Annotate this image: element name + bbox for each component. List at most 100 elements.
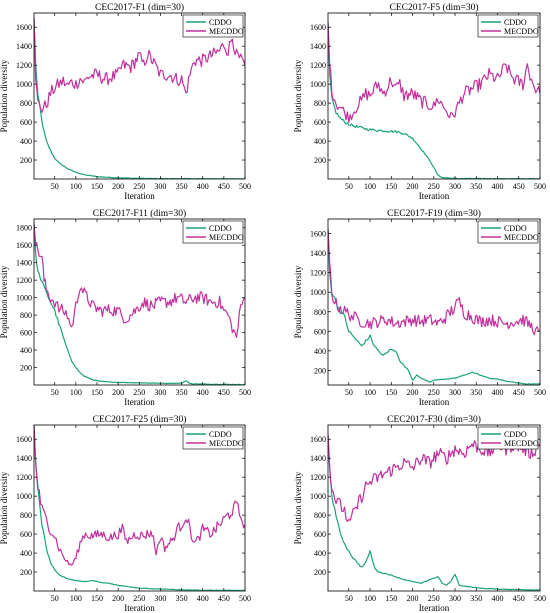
legend-label: MECDDO: [504, 27, 539, 36]
x-tick-label: 300: [449, 182, 461, 191]
y-tick-label: 400: [20, 137, 32, 146]
legend-label: CDDO: [209, 224, 232, 233]
series-group: [328, 228, 540, 385]
x-tick-label: 350: [470, 594, 482, 603]
x-tick-label: 100: [70, 388, 82, 397]
x-tick-label: 450: [513, 182, 525, 191]
y-tick-label: 800: [20, 311, 32, 320]
x-tick-label: 400: [197, 182, 209, 191]
x-axis-label: Iteration: [419, 191, 450, 201]
x-tick-label: 350: [176, 388, 188, 397]
y-tick-label: 1000: [16, 80, 32, 89]
x-axis-label: Iteration: [124, 397, 155, 407]
y-tick-label: 400: [314, 137, 326, 146]
series-group: [34, 425, 245, 591]
x-axis-label: Iteration: [419, 603, 450, 613]
y-tick-label: 400: [20, 346, 32, 355]
x-tick-label: 200: [407, 594, 419, 603]
y-tick-label: 1600: [16, 435, 32, 444]
y-tick-label: 600: [314, 327, 326, 336]
y-axis-label: Population diversity: [0, 265, 9, 338]
x-axis-label: Iteration: [124, 603, 155, 613]
x-tick-label: 250: [428, 594, 440, 603]
y-tick-label: 1200: [310, 269, 326, 278]
y-tick-label: 200: [20, 568, 32, 577]
x-axis-label: Iteration: [124, 191, 155, 201]
x-tick-label: 300: [154, 594, 166, 603]
legend-label: CDDO: [504, 430, 527, 439]
y-tick-label: 1400: [16, 259, 32, 268]
y-tick-label: 600: [20, 118, 32, 127]
x-tick-label: 350: [176, 182, 188, 191]
chart-panel-2: CEC2017-F5 (dim=30) 50 100 150 200 250 300 350 4…: [293, 2, 546, 201]
series-group: [34, 17, 245, 179]
x-tick-label: 250: [428, 388, 440, 397]
chart-panel-5: CEC2017-F25 (dim=30) 50 100 150 200 250 300 350…: [0, 414, 251, 613]
x-tick-label: 100: [364, 594, 376, 603]
y-tick-label: 1600: [310, 435, 326, 444]
legend-label: MECDDO: [504, 439, 539, 448]
y-tick-label: 1400: [16, 42, 32, 51]
x-tick-label: 300: [449, 594, 461, 603]
x-tick-label: 450: [218, 594, 230, 603]
axes-box: [33, 424, 246, 592]
y-tick-label: 200: [20, 364, 32, 373]
x-tick-label: 250: [133, 388, 145, 397]
y-tick-label: 1800: [16, 224, 32, 233]
axes-box: [327, 218, 541, 386]
x-tick-label: 500: [534, 594, 546, 603]
legend-label: MECDDO: [209, 27, 244, 36]
x-tick-label: 50: [345, 594, 353, 603]
series-line-cddo: [34, 223, 245, 385]
y-tick-label: 600: [20, 329, 32, 338]
y-tick-label: 1600: [16, 23, 32, 32]
x-tick-label: 350: [470, 388, 482, 397]
chart-panel-1: CEC2017-F1 (dim=30) 50 100 150 200 250 300 350 4…: [0, 2, 251, 201]
y-tick-label: 600: [314, 118, 326, 127]
x-tick-label: 300: [154, 388, 166, 397]
series-line-cddo: [328, 228, 540, 385]
x-tick-label: 500: [239, 594, 251, 603]
x-tick-label: 200: [112, 182, 124, 191]
legend-label: MECDDO: [504, 233, 539, 242]
chart-panel-3: CEC2017-F11 (dim=30) 50 100 150 200 250 300 350…: [0, 208, 251, 407]
x-tick-label: 50: [51, 182, 59, 191]
y-tick-label: 1600: [16, 241, 32, 250]
x-tick-label: 50: [345, 388, 353, 397]
y-tick-label: 1200: [310, 61, 326, 70]
y-axis-label: Population diversity: [0, 471, 9, 544]
x-tick-label: 450: [513, 388, 525, 397]
x-tick-label: 500: [534, 182, 546, 191]
y-tick-label: 800: [20, 99, 32, 108]
y-tick-label: 1200: [310, 473, 326, 482]
series-group: [34, 223, 245, 385]
legend-label: CDDO: [504, 18, 527, 27]
y-tick-label: 200: [314, 366, 326, 375]
x-tick-label: 150: [91, 182, 103, 191]
series-line-mecddo: [34, 17, 245, 113]
y-tick-label: 1000: [310, 492, 326, 501]
x-tick-label: 150: [91, 388, 103, 397]
x-tick-label: 300: [449, 388, 461, 397]
y-tick-label: 200: [314, 156, 326, 165]
y-tick-label: 1200: [16, 61, 32, 70]
x-tick-label: 200: [407, 182, 419, 191]
legend-label: MECDDO: [209, 439, 244, 448]
y-tick-label: 1400: [310, 454, 326, 463]
y-tick-label: 1400: [310, 42, 326, 51]
series-line-mecddo: [34, 223, 245, 338]
y-axis-label: Population diversity: [293, 59, 303, 132]
series-group: [328, 22, 540, 179]
chart-title: CEC2017-F25 (dim=30): [93, 414, 187, 425]
y-tick-label: 1400: [16, 454, 32, 463]
x-tick-label: 100: [70, 182, 82, 191]
x-tick-label: 400: [492, 182, 504, 191]
y-tick-label: 1000: [310, 288, 326, 297]
chart-title: CEC2017-F11 (dim=30): [93, 208, 186, 219]
y-tick-label: 1200: [16, 473, 32, 482]
